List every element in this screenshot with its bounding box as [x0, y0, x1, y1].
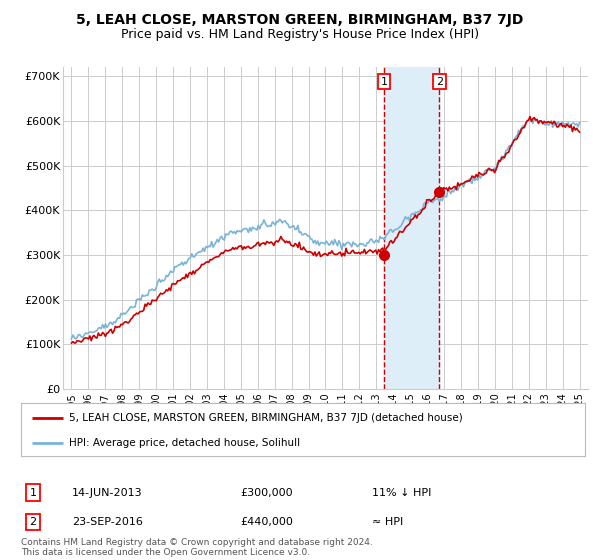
Text: 1: 1: [29, 488, 37, 498]
Text: 2: 2: [436, 77, 443, 87]
Bar: [384, 67, 439, 389]
Text: £300,000: £300,000: [240, 488, 293, 498]
Text: 5, LEAH CLOSE, MARSTON GREEN, BIRMINGHAM, B37 7JD: 5, LEAH CLOSE, MARSTON GREEN, BIRMINGHAM…: [76, 13, 524, 27]
Text: 14-JUN-2013: 14-JUN-2013: [72, 488, 143, 498]
Text: 23-SEP-2016: 23-SEP-2016: [72, 517, 143, 527]
Text: 5, LEAH CLOSE, MARSTON GREEN, BIRMINGHAM, B37 7JD (detached house): 5, LEAH CLOSE, MARSTON GREEN, BIRMINGHAM…: [69, 413, 463, 423]
Text: 1: 1: [380, 77, 388, 87]
Text: Contains HM Land Registry data © Crown copyright and database right 2024.
This d: Contains HM Land Registry data © Crown c…: [21, 538, 373, 557]
Text: 11% ↓ HPI: 11% ↓ HPI: [372, 488, 431, 498]
Text: HPI: Average price, detached house, Solihull: HPI: Average price, detached house, Soli…: [69, 437, 300, 447]
Text: £440,000: £440,000: [240, 517, 293, 527]
Text: 2: 2: [29, 517, 37, 527]
Text: Price paid vs. HM Land Registry's House Price Index (HPI): Price paid vs. HM Land Registry's House …: [121, 28, 479, 41]
Text: ≈ HPI: ≈ HPI: [372, 517, 403, 527]
